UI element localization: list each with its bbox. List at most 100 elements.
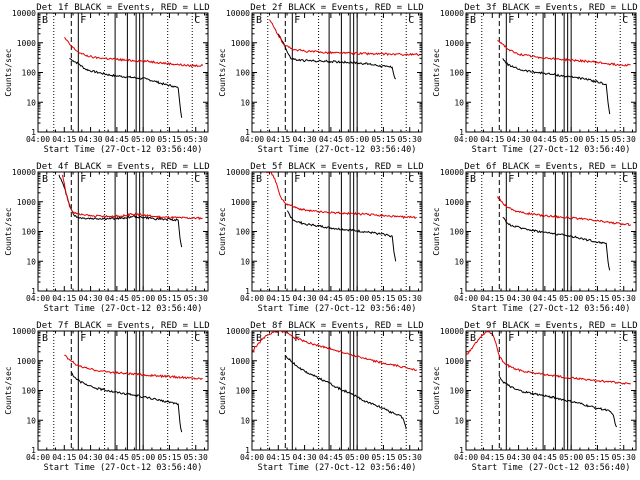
y-tick-label: 100 <box>22 69 37 78</box>
panel-title: Det 6f BLACK = Events, RED = LLD <box>464 162 637 172</box>
y-tick-label: 10 <box>240 98 250 107</box>
x-tick-label: 04:00 <box>454 135 478 144</box>
x-tick-label: 04:00 <box>26 294 50 303</box>
series-group <box>265 172 417 262</box>
interval-letter: F <box>294 15 300 26</box>
y-tick-label: 1 <box>245 287 250 296</box>
interval-letter: F <box>508 15 514 26</box>
x-tick-label: 05:00 <box>345 135 369 144</box>
x-tick-label: 05:00 <box>131 135 155 144</box>
x-tick-label: 04:45 <box>105 453 129 462</box>
x-tick-label: 04:45 <box>533 135 557 144</box>
x-tick-label: 05:00 <box>131 453 155 462</box>
x-tick-label: 04:15 <box>480 135 504 144</box>
interval-letter: B <box>42 174 48 185</box>
detector-panel: Det 9f BLACK = Events, RED = LLD B F C 1 10 10… <box>432 321 638 473</box>
plot-frame <box>465 330 637 451</box>
detector-panel: Det 6f BLACK = Events, RED = LLD B F C 1 10 10… <box>432 162 638 314</box>
x-tick-label: 05:15 <box>157 453 181 462</box>
detector-panel: Det 1f BLACK = Events, RED = LLD B F C 1 10 10… <box>4 3 210 155</box>
interval-letter: C <box>622 174 628 185</box>
detector-panel: Det 5f BLACK = Events, RED = LLD B F C 1 10 10… <box>218 162 424 314</box>
y-tick-label: 100 <box>22 387 37 396</box>
panel-title: Det 3f BLACK = Events, RED = LLD <box>464 3 637 13</box>
y-tick-label: 1000 <box>445 198 464 207</box>
lld-series-line <box>269 19 421 57</box>
x-tick-label: 05:30 <box>398 453 422 462</box>
y-tick-label: 1000 <box>17 357 36 366</box>
y-tick-label: 1 <box>245 446 250 455</box>
x-tick-label: 04:45 <box>319 135 343 144</box>
series-group <box>58 174 203 248</box>
panel-title: Det 9f BLACK = Events, RED = LLD <box>464 321 637 331</box>
y-axis-label: Counts/sec <box>432 207 441 255</box>
y-axis-label: Counts/sec <box>4 48 13 96</box>
events-series-line <box>70 372 183 433</box>
y-tick-label: 100 <box>236 387 251 396</box>
y-axis-label: Counts/sec <box>432 48 441 96</box>
interval-letter: C <box>408 15 414 26</box>
x-tick-label: 05:30 <box>184 294 208 303</box>
y-axis-label: Counts/sec <box>218 207 227 255</box>
x-tick-label: 05:15 <box>585 294 609 303</box>
x-tick-label: 04:45 <box>533 294 557 303</box>
x-tick-label: 04:30 <box>293 453 317 462</box>
plot-frame <box>37 330 209 451</box>
series-group <box>466 331 631 428</box>
y-tick-label: 10000 <box>440 9 464 18</box>
interval-letter: F <box>80 174 86 185</box>
x-tick-label: 04:15 <box>266 135 290 144</box>
x-tick-label: 05:15 <box>371 135 395 144</box>
x-tick-label: 04:00 <box>454 453 478 462</box>
y-tick-label: 1 <box>459 128 464 137</box>
y-tick-label: 10000 <box>440 327 464 336</box>
x-tick-label: 04:15 <box>480 294 504 303</box>
x-axis-label: Start Time (27-Oct-12 03:56:40) <box>472 145 631 155</box>
interval-letter: C <box>194 15 200 26</box>
lld-series-line <box>497 196 632 227</box>
x-tick-label: 05:15 <box>157 294 181 303</box>
y-tick-label: 1 <box>31 287 36 296</box>
x-tick-label: 05:30 <box>184 135 208 144</box>
x-tick-label: 04:15 <box>52 294 76 303</box>
y-tick-label: 10000 <box>12 327 36 336</box>
x-tick-label: 05:15 <box>585 135 609 144</box>
lld-series-line <box>466 331 631 385</box>
panel-title: Det 2f BLACK = Events, RED = LLD <box>250 3 423 13</box>
x-tick-label: 04:45 <box>105 294 129 303</box>
x-tick-label: 05:30 <box>398 135 422 144</box>
y-tick-label: 100 <box>450 228 465 237</box>
x-tick-label: 05:30 <box>612 294 636 303</box>
y-axis-label: Counts/sec <box>218 48 227 96</box>
panel-title: Det 4f BLACK = Events, RED = LLD <box>36 162 209 172</box>
x-tick-label: 04:30 <box>507 453 531 462</box>
x-tick-label: 05:00 <box>345 294 369 303</box>
x-tick-label: 05:00 <box>131 294 155 303</box>
y-tick-label: 1000 <box>231 198 250 207</box>
interval-letter: F <box>508 333 514 344</box>
series-group <box>497 196 632 271</box>
x-tick-label: 05:15 <box>157 135 181 144</box>
events-series-line <box>502 58 611 115</box>
x-tick-label: 05:15 <box>585 453 609 462</box>
x-tick-label: 04:00 <box>26 135 50 144</box>
y-tick-label: 10 <box>454 416 464 425</box>
x-tick-label: 04:30 <box>507 135 531 144</box>
y-tick-label: 1 <box>31 446 36 455</box>
panel-title: Det 8f BLACK = Events, RED = LLD <box>250 321 423 331</box>
plot-frame <box>465 171 637 292</box>
y-tick-label: 1 <box>245 128 250 137</box>
series-group <box>269 19 421 80</box>
y-tick-label: 100 <box>22 228 37 237</box>
events-series-line <box>498 376 618 428</box>
plot-frame <box>465 12 637 133</box>
y-tick-label: 100 <box>236 228 251 237</box>
y-tick-label: 10 <box>26 416 36 425</box>
y-tick-label: 10 <box>240 257 250 266</box>
interval-letter: F <box>80 15 86 26</box>
x-tick-label: 05:30 <box>184 453 208 462</box>
y-tick-label: 10000 <box>440 168 464 177</box>
y-tick-label: 10 <box>26 257 36 266</box>
